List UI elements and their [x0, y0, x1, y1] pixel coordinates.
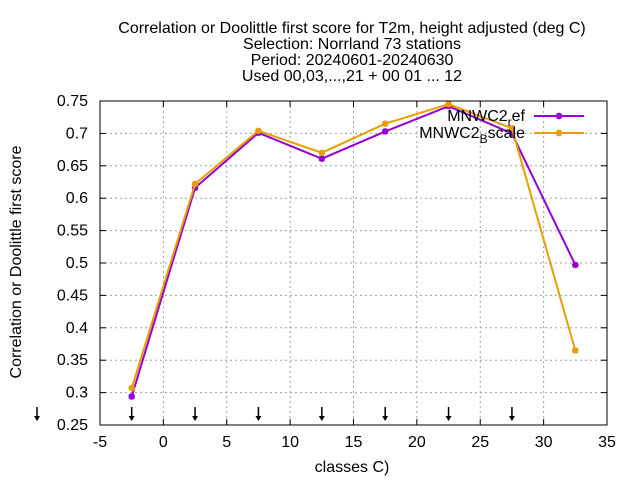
x-tick-label: 15 — [345, 434, 363, 451]
data-point-dot — [382, 128, 388, 135]
y-tick-label: 0.25 — [57, 417, 88, 434]
y-tick-label: 0.6 — [66, 190, 88, 207]
x-tick-label: 20 — [408, 434, 426, 451]
data-point-dot — [509, 125, 515, 131]
legend-label-main: MNWC2 — [419, 125, 480, 142]
y-tick-label: 0.35 — [57, 352, 88, 369]
class-markers — [34, 407, 515, 421]
x-tick-label: 10 — [281, 434, 299, 451]
class-marker-arrow — [382, 416, 389, 421]
title-line-2: Selection: Norrland 73 stations — [243, 36, 461, 53]
class-marker-arrow — [34, 416, 40, 421]
y-tick-label: 0.3 — [66, 385, 88, 402]
data-point-dot — [192, 181, 198, 187]
chart-title: Correlation or Doolittle first score for… — [118, 20, 585, 85]
x-axis: -5 0 5 10 15 20 25 30 35 — [93, 101, 616, 451]
data-point-dot — [129, 393, 135, 400]
data-point-dot — [319, 156, 325, 162]
legend-label-rest: scale — [488, 125, 525, 142]
data-point-dot — [255, 128, 262, 134]
x-tick-label: 0 — [159, 434, 168, 451]
data-point-dot — [445, 101, 452, 107]
class-marker-arrow — [445, 416, 452, 421]
title-line-1: Correlation or Doolittle first score for… — [118, 20, 585, 37]
class-marker-arrow — [318, 416, 325, 421]
legend-label-rest: ef — [512, 108, 526, 125]
series-line — [130, 105, 577, 397]
y-axis-label: Correlation or Doolittle first score — [8, 145, 25, 378]
y-tick-label: 0.75 — [57, 93, 88, 110]
series-1 — [128, 101, 579, 392]
class-marker-arrow — [128, 416, 135, 421]
y-tick-label: 0.7 — [66, 125, 88, 142]
legend-label-main: MNWC2 — [447, 108, 508, 125]
x-tick-label: 25 — [471, 434, 489, 451]
class-marker-arrow — [255, 416, 262, 421]
y-tick-label: 0.45 — [57, 287, 88, 304]
data-point-dot — [319, 150, 325, 156]
title-line-3: Period: 20240601-20240630 — [251, 52, 454, 69]
class-marker-arrow — [508, 416, 515, 421]
series-group — [128, 101, 579, 400]
data-point-dot — [572, 262, 578, 268]
class-marker-arrow — [192, 416, 199, 421]
y-axis: 0.25 0.3 0.35 0.4 0.45 0.5 0.55 0.6 0.65 0.7 0.75 — [57, 93, 607, 434]
x-tick-label: 35 — [598, 434, 616, 451]
y-tick-label: 0.5 — [66, 255, 88, 272]
y-tick-label: 0.55 — [57, 223, 88, 240]
x-tick-label: 30 — [535, 434, 553, 451]
series-line — [130, 103, 577, 389]
legend-label-sub: B — [480, 132, 488, 146]
data-point-dot — [572, 347, 578, 354]
y-tick-label: 0.4 — [66, 320, 88, 337]
grid — [100, 101, 607, 425]
data-point-dot — [382, 121, 388, 127]
data-point-dot — [129, 385, 135, 391]
legend-label-sub: r — [508, 115, 512, 129]
y-tick-label: 0.65 — [57, 158, 88, 175]
x-tick-label: -5 — [93, 434, 107, 451]
legend-marker-0-dot — [556, 113, 562, 119]
plot-frame — [99, 100, 608, 426]
legend-marker-1-dot — [556, 130, 562, 136]
legend-label-0: MNWC2ref — [447, 108, 525, 129]
x-axis-label: classes C) — [315, 459, 390, 476]
legend-label-1: MNWC2Bscale — [419, 125, 525, 146]
x-tick-label: 5 — [222, 434, 231, 451]
title-line-4: Used 00,03,...,21 + 00 01 ... 12 — [242, 68, 462, 85]
